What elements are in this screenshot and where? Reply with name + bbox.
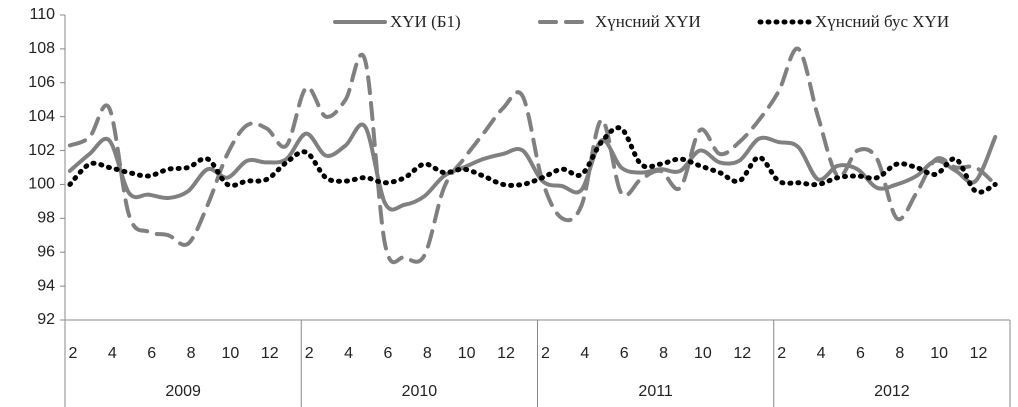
y-tick-label: 92: [37, 311, 55, 328]
x-tick-label: 10: [222, 345, 240, 362]
y-tick-label: 94: [37, 277, 55, 294]
x-tick-label: 10: [458, 345, 476, 362]
y-tick-label: 108: [28, 40, 55, 57]
x-tick-label: 10: [694, 345, 712, 362]
x-tick-label: 4: [344, 345, 353, 362]
x-tick-label: 8: [659, 345, 668, 362]
x-tick-label: 8: [895, 345, 904, 362]
series-line: [67, 46, 998, 265]
x-tick-label: 12: [497, 345, 515, 362]
x-tick-label: 2: [777, 345, 786, 362]
x-tick-label: 6: [147, 345, 156, 362]
x-tick-label: 6: [856, 345, 865, 362]
x-tick-label: 12: [261, 345, 279, 362]
x-tick-label: 8: [187, 345, 196, 362]
group-label: 2012: [874, 383, 910, 400]
x-tick-label: 12: [970, 345, 988, 362]
y-tick-label: 96: [37, 243, 55, 260]
x-tick-label: 12: [733, 345, 751, 362]
group-label: 2009: [165, 383, 201, 400]
x-tick-label: 10: [930, 345, 948, 362]
x-tick-label: 4: [580, 345, 589, 362]
x-tick-label: 4: [108, 345, 117, 362]
x-tick-label: 2: [305, 345, 314, 362]
series-line: [67, 125, 998, 195]
y-tick-label: 100: [28, 176, 55, 193]
y-tick-label: 102: [28, 142, 55, 159]
group-label: 2010: [402, 383, 438, 400]
legend-label: Хүнсний ХҮИ: [595, 12, 701, 31]
x-tick-label: 6: [383, 345, 392, 362]
x-tick-label: 2: [68, 345, 77, 362]
series-line: [67, 122, 998, 212]
y-tick-label: 110: [29, 6, 55, 23]
legend-label: Хүнсний бус ХҮИ: [815, 12, 949, 31]
legend-label: ХҮИ (Б1): [390, 12, 461, 31]
x-tick-label: 8: [423, 345, 432, 362]
group-label: 2011: [638, 383, 673, 400]
x-tick-label: 6: [620, 345, 629, 362]
x-tick-label: 4: [817, 345, 826, 362]
y-tick-label: 104: [28, 108, 55, 125]
y-tick-label: 98: [37, 210, 55, 227]
y-tick-label: 106: [28, 74, 55, 91]
x-tick-label: 2: [541, 345, 550, 362]
